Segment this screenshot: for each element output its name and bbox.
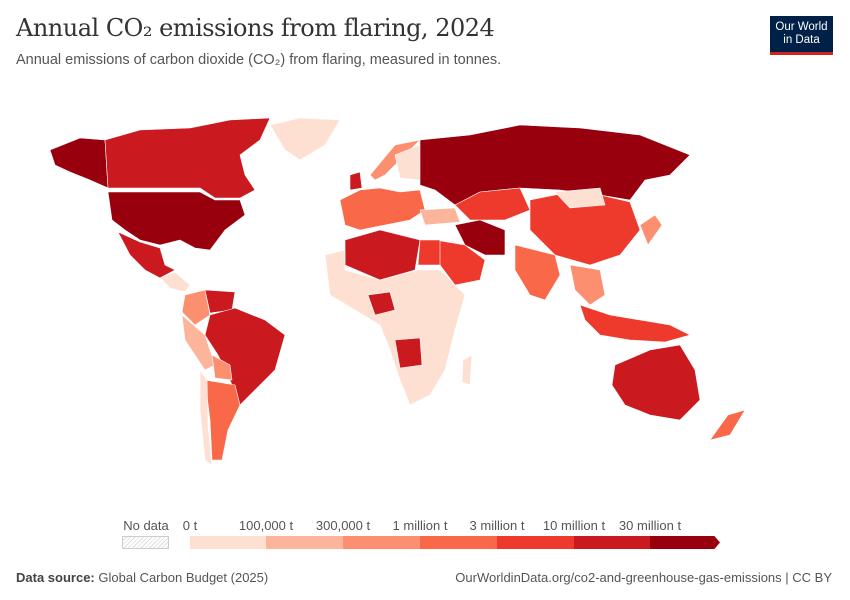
country-egypt[interactable] xyxy=(417,239,441,266)
legend-threshold-0: 0 t xyxy=(182,518,198,533)
legend-threshold-5: 10 million t xyxy=(542,518,606,533)
country-alaska[interactable] xyxy=(49,137,109,189)
country-mexico[interactable] xyxy=(117,231,176,279)
country-chile[interactable] xyxy=(199,369,213,466)
country-greenland[interactable] xyxy=(269,117,341,161)
data-source-text[interactable]: Global Carbon Budget (2025) xyxy=(98,570,269,585)
country-peru[interactable] xyxy=(181,314,216,371)
legend-threshold-4: 3 million t xyxy=(469,518,525,533)
country-new-zealand[interactable] xyxy=(709,409,746,441)
legend-bin-4[interactable] xyxy=(497,536,575,549)
country-canada[interactable] xyxy=(104,117,271,199)
owid-logo[interactable]: Our World in Data xyxy=(770,16,833,55)
legend-no-data-swatch[interactable] xyxy=(122,536,169,549)
color-legend: No data 0 t 100,000 t 300,000 t 1 millio… xyxy=(0,512,850,552)
region-europe-west[interactable] xyxy=(339,187,426,231)
country-japan[interactable] xyxy=(639,214,663,246)
legend-bin-3[interactable] xyxy=(420,536,498,549)
country-turkey[interactable] xyxy=(419,207,461,226)
logo-line-2: in Data xyxy=(783,34,820,46)
world-map xyxy=(49,117,746,466)
country-india[interactable] xyxy=(514,244,561,301)
country-australia[interactable] xyxy=(611,344,701,421)
legend-threshold-3: 1 million t xyxy=(392,518,448,533)
data-source-label: Data source: xyxy=(16,570,95,585)
page-title: Annual CO₂ emissions from flaring, 2024 xyxy=(16,14,495,42)
legend-bin-2[interactable] xyxy=(343,536,421,549)
region-africa[interactable] xyxy=(324,249,466,406)
legend-threshold-1: 100,000 t xyxy=(238,518,294,533)
country-mongolia[interactable] xyxy=(554,187,606,209)
country-usa[interactable] xyxy=(107,191,246,251)
country-uk[interactable] xyxy=(349,171,363,191)
legend-bin-5[interactable] xyxy=(574,536,651,549)
country-angola[interactable] xyxy=(394,337,423,369)
country-bolivia[interactable] xyxy=(211,354,233,381)
legend-bin-6[interactable] xyxy=(650,536,720,549)
country-madagascar[interactable] xyxy=(461,354,473,386)
logo-line-1: Our World xyxy=(775,21,828,33)
data-source: Data source: Global Carbon Budget (2025) xyxy=(16,570,268,585)
legend-threshold-6: 30 million t xyxy=(618,518,682,533)
country-nigeria[interactable] xyxy=(367,291,396,316)
region-central-america[interactable] xyxy=(159,271,191,293)
country-russia[interactable] xyxy=(419,124,691,206)
region-southeast-asia[interactable] xyxy=(569,264,606,306)
country-indonesia[interactable] xyxy=(579,304,691,343)
legend-no-data-label: No data xyxy=(123,518,169,533)
source-url[interactable]: OurWorldinData.org/co2-and-greenhouse-ga… xyxy=(455,570,832,585)
legend-threshold-2: 300,000 t xyxy=(315,518,371,533)
subtitle: Annual emissions of carbon dioxide (CO₂)… xyxy=(16,52,502,68)
legend-bin-0[interactable] xyxy=(190,536,267,549)
country-brazil[interactable] xyxy=(204,307,286,406)
country-argentina[interactable] xyxy=(204,379,241,461)
legend-bin-1[interactable] xyxy=(266,536,344,549)
country-colombia[interactable] xyxy=(181,289,211,326)
